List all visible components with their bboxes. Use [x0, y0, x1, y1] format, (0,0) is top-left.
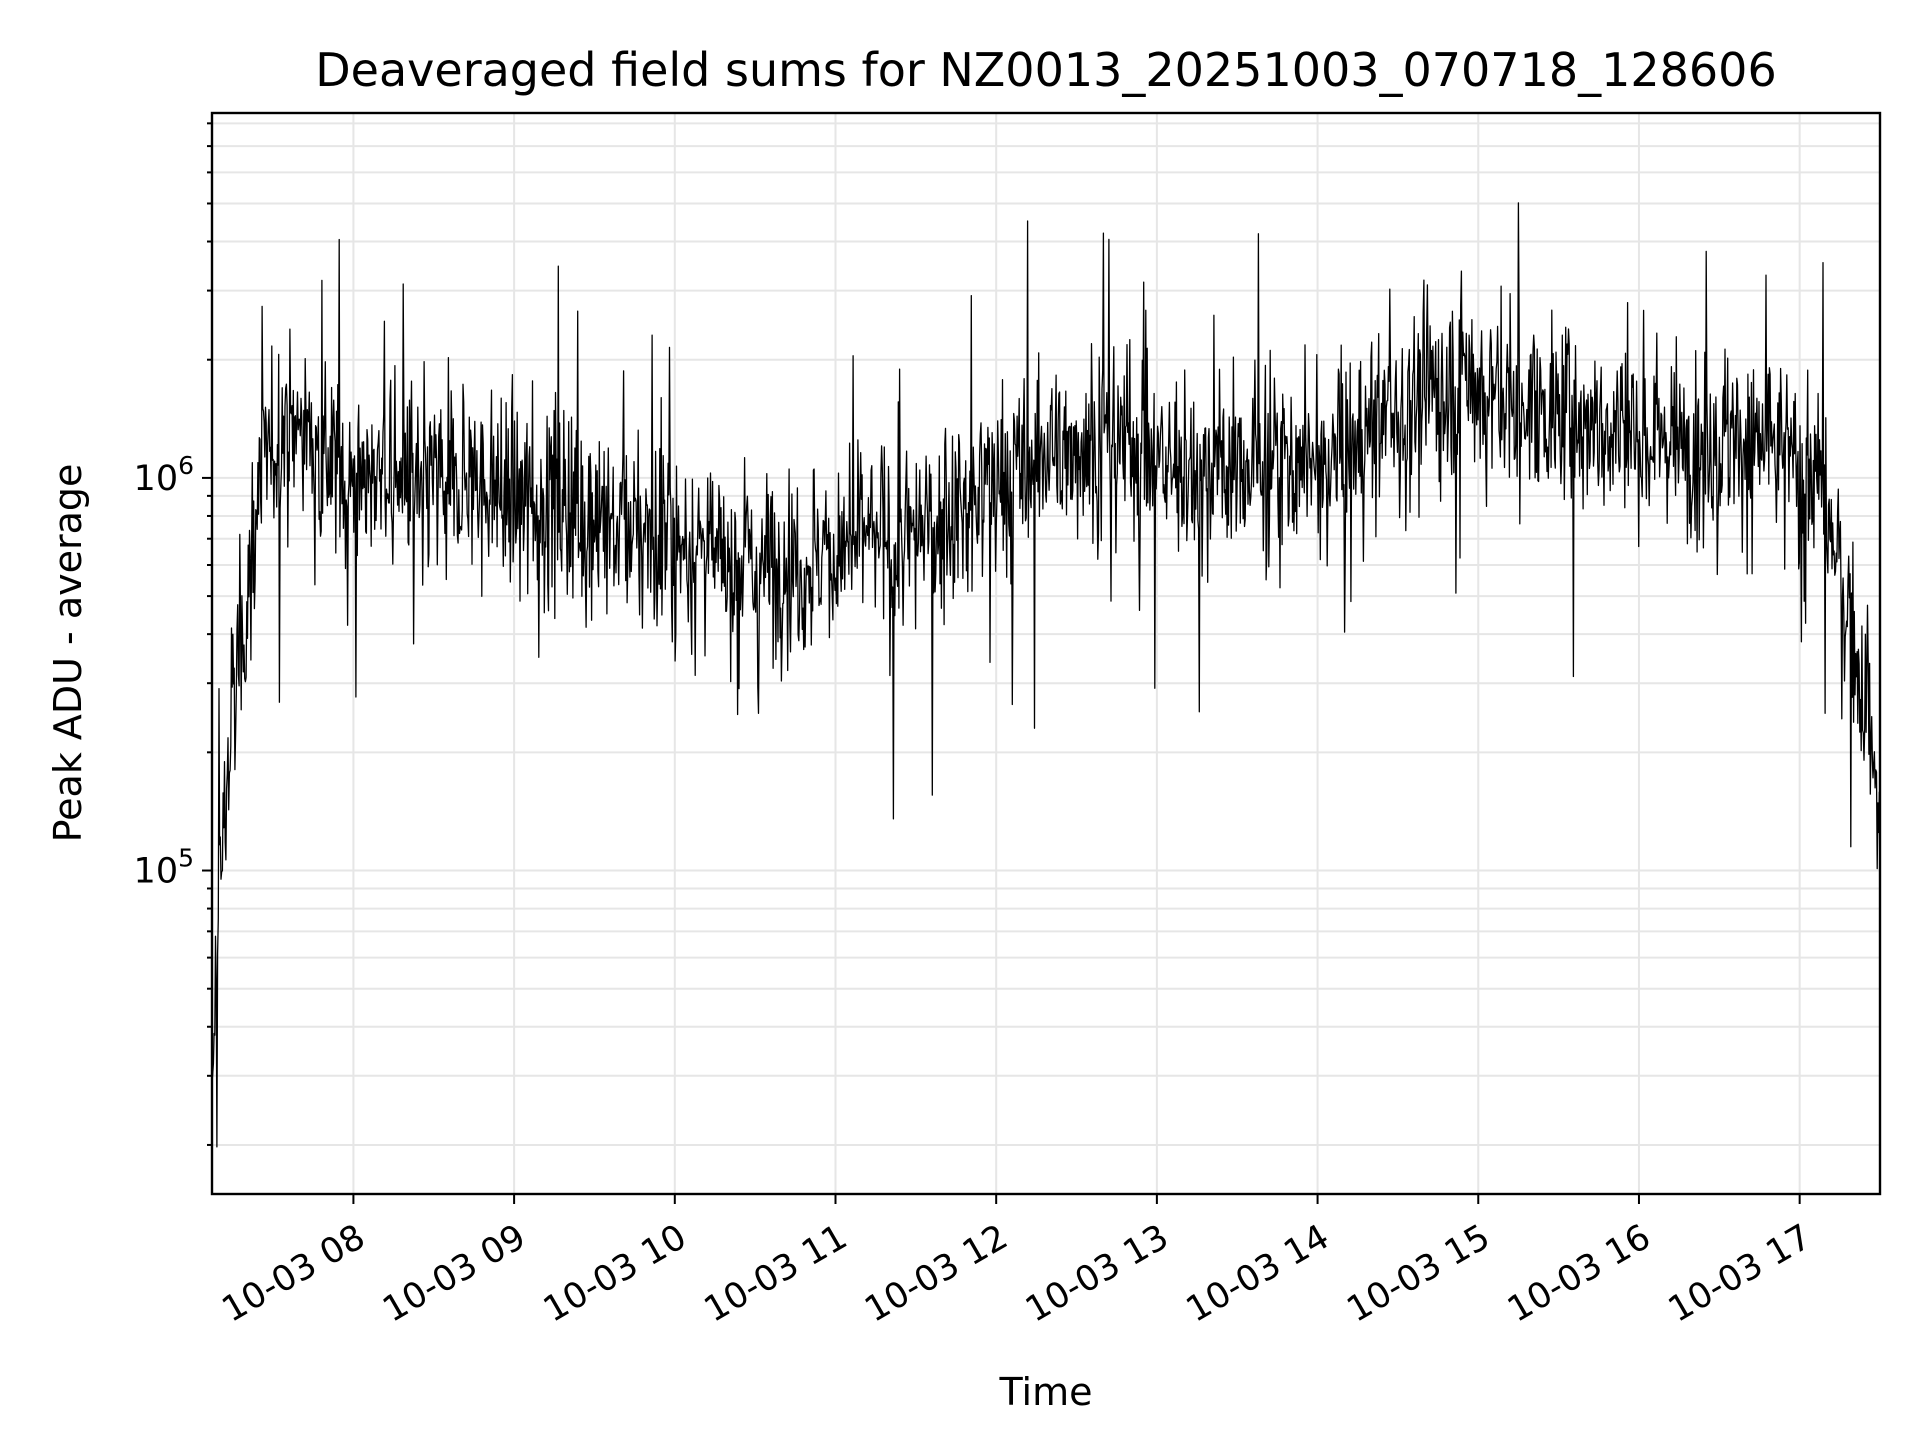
- grid-lines: [212, 113, 1880, 1194]
- y-tick-exponent: 5: [178, 844, 194, 873]
- data-series: [211, 202, 1881, 1148]
- y-tick-label: 105: [134, 844, 194, 892]
- y-axis-label: Peak ADU - average: [46, 464, 90, 843]
- chart-title: Deaveraged field sums for NZ0013_2025100…: [315, 43, 1776, 97]
- x-axis-label: Time: [999, 1370, 1093, 1414]
- series-line: [211, 202, 1881, 1148]
- y-tick-base: 10: [134, 852, 179, 892]
- y-tick-label: 106: [134, 451, 194, 499]
- y-tick-base: 10: [134, 459, 179, 499]
- plot-area-frame: [210, 111, 1882, 1196]
- y-tick-exponent: 6: [178, 451, 194, 480]
